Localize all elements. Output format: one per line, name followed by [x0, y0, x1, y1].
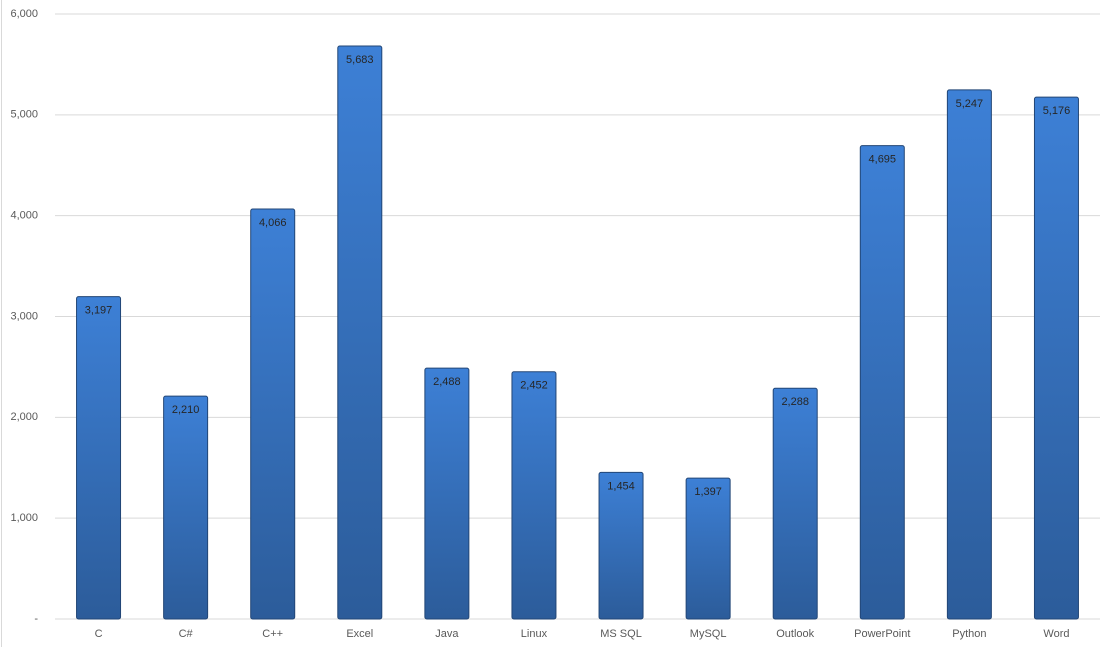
bar	[685, 477, 731, 620]
y-tick-label: 6,000	[10, 8, 38, 20]
value-label: 3,197	[85, 305, 113, 317]
value-label: 1,454	[607, 480, 635, 492]
x-tick-label: Outlook	[776, 628, 814, 640]
bar	[946, 89, 992, 620]
bar	[337, 45, 383, 620]
x-tick-label: Java	[435, 628, 459, 640]
value-label: 2,288	[781, 396, 809, 408]
value-label: 2,452	[520, 380, 548, 392]
bar	[859, 145, 905, 620]
bar	[424, 367, 470, 620]
value-label: 2,210	[172, 404, 200, 416]
y-tick-label: 3,000	[10, 310, 38, 322]
value-label: 2,488	[433, 376, 461, 388]
value-label: 4,695	[869, 153, 897, 165]
x-tick-label: MySQL	[690, 628, 727, 640]
x-tick-label: MS SQL	[600, 628, 642, 640]
x-tick-label: C	[95, 628, 103, 640]
value-label: 5,247	[956, 98, 984, 110]
value-label: 1,397	[694, 486, 722, 498]
x-tick-label: Python	[952, 628, 986, 640]
y-tick-label: 2,000	[10, 411, 38, 423]
x-tick-label: Linux	[521, 628, 548, 640]
bar	[250, 208, 296, 620]
value-label: 5,176	[1043, 105, 1071, 117]
bar	[598, 471, 644, 620]
bar	[772, 387, 818, 620]
y-tick-label: 4,000	[10, 210, 38, 222]
x-tick-label: C++	[262, 628, 283, 640]
y-tick-label: -	[34, 613, 38, 625]
x-tick-label: C#	[179, 628, 194, 640]
value-label: 4,066	[259, 217, 287, 229]
bar	[76, 296, 122, 620]
y-tick-label: 1,000	[10, 512, 38, 524]
x-tick-label: Excel	[346, 628, 373, 640]
value-label: 5,683	[346, 54, 374, 66]
bar	[1033, 96, 1079, 620]
y-tick-label: 5,000	[10, 109, 38, 121]
bar	[163, 395, 209, 620]
x-tick-label: Word	[1043, 628, 1069, 640]
x-tick-label: PowerPoint	[854, 628, 910, 640]
bar	[511, 371, 557, 620]
